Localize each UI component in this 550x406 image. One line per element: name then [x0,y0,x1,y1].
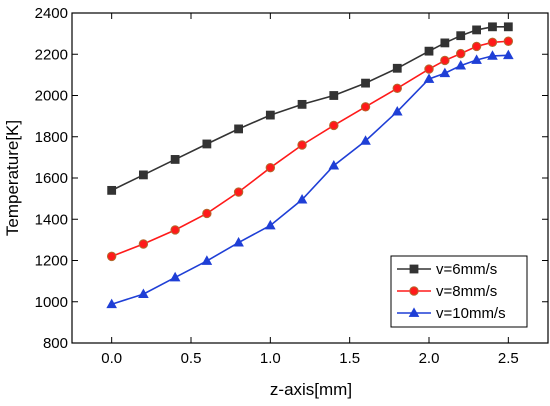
data-point [169,271,181,282]
data-point [361,78,370,88]
series-line [111,54,509,305]
series-line [111,40,509,258]
series-1 [107,22,513,195]
data-point [423,73,435,83]
x-axis-title: z-axis[mm] [270,380,352,399]
data-point [329,91,339,100]
data-point [424,64,434,74]
data-point [329,120,339,131]
series-2 [106,36,514,262]
data-point [296,194,308,204]
data-point [392,63,402,73]
data-point [455,59,467,70]
data-point [234,124,244,134]
data-point [201,255,213,265]
data-point [503,36,514,46]
data-point [471,41,482,52]
data-point [170,225,180,235]
data-point [138,239,149,249]
y-tick-label: 1200 [35,253,68,270]
data-point [138,288,149,299]
data-point [265,110,275,120]
data-point [360,135,371,145]
y-tick-label: 800 [43,335,68,352]
data-point [106,251,117,262]
data-point [487,50,498,60]
y-tick-label: 2200 [35,46,68,63]
series-group [106,22,514,309]
data-point [106,298,117,309]
y-tick-label: 1400 [35,211,68,228]
legend-label: v=6mm/s [436,261,497,278]
data-point [472,25,482,35]
data-point [297,140,307,150]
data-point [439,67,451,78]
data-point [503,49,514,60]
tick-marks: 0.0 0.5 1.0 1.5 2.0 2.5 800 1000 1200 1400 1600 180… [35,5,548,367]
legend-marker [409,264,419,274]
x-tick-label: 0.0 [101,350,122,367]
data-point [487,37,498,47]
legend-marker [409,286,419,296]
x-tick-label: 1.0 [260,350,281,367]
data-point [392,83,402,93]
legend: v=6mm/s v=8mm/s v=10mm/s [390,255,528,328]
series-3 [106,49,514,309]
y-tick-label: 1800 [35,129,68,146]
legend-marker [408,307,420,317]
data-point [488,22,497,32]
data-point [440,55,450,66]
x-tick-label: 2.0 [419,350,440,367]
series-line [111,26,509,192]
x-tick-label: 1.5 [339,350,360,367]
data-point [202,208,212,219]
x-tick-label: 2.5 [498,350,519,367]
legend-label: v=10mm/s [436,305,506,322]
y-tick-label: 2400 [35,5,68,22]
data-point [170,155,180,164]
data-point [456,48,466,59]
data-point [138,170,148,180]
legend-label: v=8mm/s [436,283,497,300]
y-tick-label: 1000 [35,294,68,311]
data-point [202,139,212,149]
y-tick-label: 2000 [35,88,68,105]
data-point [503,22,513,32]
y-tick-label: 1600 [35,170,68,187]
data-point [456,31,466,41]
data-point [265,219,276,230]
data-point [328,160,340,170]
data-point [107,185,117,195]
data-point [297,99,307,109]
data-point [233,236,244,247]
data-point [265,162,276,173]
data-point [360,102,371,112]
x-tick-label: 0.5 [181,350,202,367]
data-point [391,105,403,116]
y-axis-title: Temperature[K] [3,120,22,236]
data-point [440,38,450,48]
data-point [233,187,244,197]
data-point [424,46,434,56]
data-point [471,54,482,64]
